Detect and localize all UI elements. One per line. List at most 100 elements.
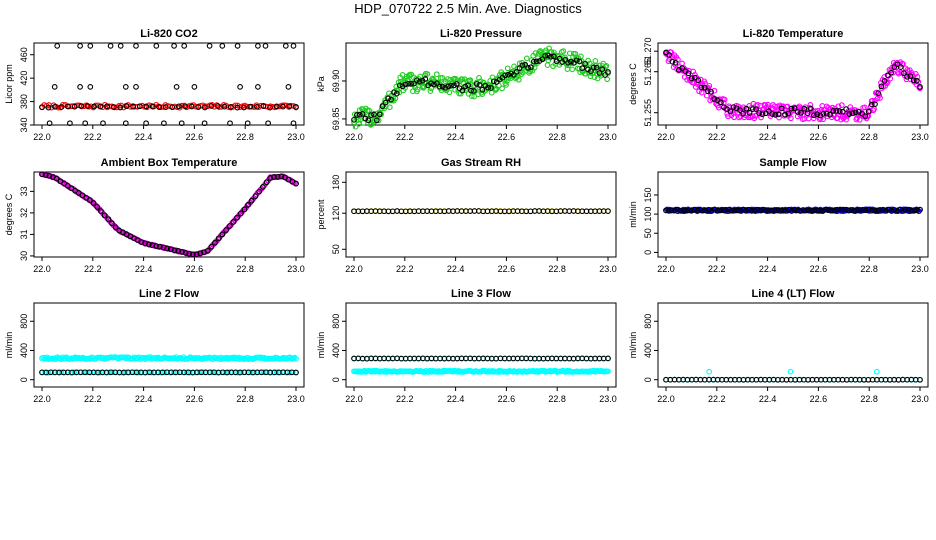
x-tick-label: 22.2 [396,394,414,404]
data-point [112,224,119,231]
data-point [427,88,434,94]
data-point [914,207,920,214]
data-point [376,111,383,118]
data-point [54,43,61,49]
data-point [849,110,856,117]
x-tick-label: 22.6 [498,264,516,274]
data-point [373,117,380,124]
data-point [196,369,203,376]
chart-title: Line 4 (LT) Flow [752,288,835,300]
x-tick-label: 22.8 [860,394,878,404]
data-point [359,111,366,117]
plot-frame [345,302,617,388]
data-point [100,120,106,127]
data-point [820,116,827,123]
y-axis-label: degrees C [628,63,638,105]
data-point [453,81,460,87]
y-axis-label: degrees C [4,193,14,235]
x-tick-label: 22.4 [135,132,153,142]
data-point [845,207,852,214]
data-point [679,65,685,71]
chart-title: Line 3 Flow [451,288,511,300]
data-point [704,88,711,94]
data-point [267,104,273,111]
data-point [837,206,843,213]
data-point [473,81,480,87]
x-tick-label: 22.8 [548,394,566,404]
data-point [725,206,732,213]
y-tick-label: 0 [643,377,653,382]
data-point [749,106,756,112]
y-tick-label: 30 [19,251,29,261]
data-point [143,103,150,110]
data-point [545,52,551,59]
data-point [87,84,94,90]
data-point [365,117,372,124]
data-point [504,78,510,84]
data-point [53,175,60,182]
data-point [711,87,718,94]
data-point [39,171,45,178]
data-point [533,58,540,65]
data-point [161,120,167,127]
data-point [774,207,781,214]
data-point [175,103,182,110]
data-point [590,64,597,71]
data-point [290,43,297,49]
data-point [451,82,457,89]
y-axis-label: Licor ppm [4,64,14,104]
data-point [700,207,706,214]
data-point [515,76,522,83]
data-point [705,206,712,213]
data-point [794,109,801,115]
data-point [87,197,93,203]
data-point [234,43,241,49]
data-point [593,64,600,71]
data-point [836,108,843,114]
data-point [255,43,261,49]
data-point [706,82,713,89]
data-point [488,85,494,91]
data-point [256,188,263,195]
data-point [171,355,178,362]
data-point [193,251,200,258]
data-point [448,82,454,89]
x-tick-label: 22.4 [759,132,777,142]
x-tick-label: 22.6 [186,132,204,142]
y-tick-label: 0 [19,377,29,382]
data-point [186,250,193,257]
data-point [393,90,400,97]
data-point [197,250,204,257]
data-point [898,69,905,76]
data-point [894,207,901,214]
data-point [817,207,823,214]
data-point [162,104,169,110]
data-point [219,231,226,238]
x-tick-label: 22.2 [84,264,102,274]
data-point [522,61,529,68]
y-tick-label: 420 [19,71,29,86]
data-point [768,207,775,214]
y-tick-label: 400 [643,343,653,358]
data-point [79,192,86,199]
data-point [182,103,189,110]
data-point [822,206,829,213]
data-point [104,103,110,110]
data-point [840,206,846,213]
data-point [433,80,440,87]
data-point [273,369,280,376]
data-point [58,104,65,110]
chart-title: Li-820 Temperature [743,28,844,40]
data-point [107,43,114,49]
data-point [860,206,866,213]
data-point [216,104,222,110]
data-point [910,77,917,84]
data-point [134,355,141,362]
data-point [167,246,174,253]
data-point [588,68,594,75]
data-point [754,206,761,213]
data-point [884,79,891,85]
data-point [669,58,676,65]
data-point [290,120,297,127]
data-point [117,104,124,111]
